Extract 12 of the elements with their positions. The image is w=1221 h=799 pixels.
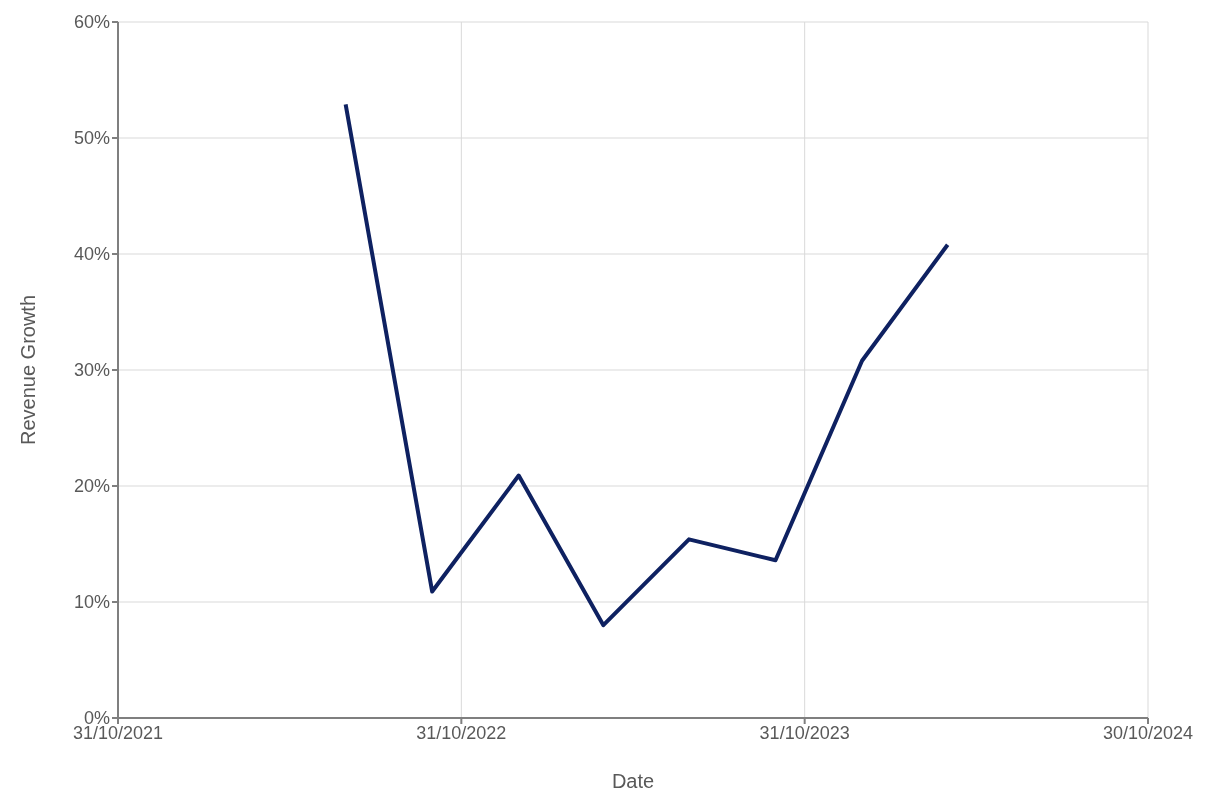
y-axis-title: Revenue Growth bbox=[17, 294, 40, 446]
y-tick-label: 50% bbox=[73, 128, 110, 149]
x-tick-label: 30/10/2024 bbox=[1102, 722, 1194, 743]
y-tick-label: 60% bbox=[73, 12, 110, 33]
x-tick-label: 31/10/2023 bbox=[759, 722, 850, 743]
y-tick-label: 40% bbox=[73, 244, 110, 265]
y-tick-label: 20% bbox=[73, 476, 110, 497]
x-tick-label: 31/10/2022 bbox=[416, 722, 507, 743]
y-tick-label: 10% bbox=[73, 592, 110, 613]
line-series bbox=[343, 102, 950, 628]
y-tick-label: 30% bbox=[73, 360, 110, 381]
x-axis-title: Date bbox=[611, 770, 655, 792]
